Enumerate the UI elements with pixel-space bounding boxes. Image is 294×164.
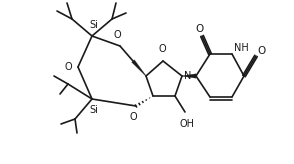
Text: Si: Si	[90, 105, 98, 115]
Polygon shape	[182, 74, 196, 78]
Text: O: O	[196, 24, 204, 34]
Text: OH: OH	[180, 119, 195, 129]
Text: O: O	[158, 44, 166, 54]
Text: Si: Si	[90, 20, 98, 30]
Text: O: O	[64, 62, 72, 72]
Polygon shape	[132, 60, 146, 76]
Text: NH: NH	[234, 43, 249, 53]
Text: O: O	[129, 112, 137, 122]
Text: O: O	[113, 30, 121, 40]
Text: O: O	[258, 46, 266, 56]
Text: N: N	[184, 71, 191, 81]
